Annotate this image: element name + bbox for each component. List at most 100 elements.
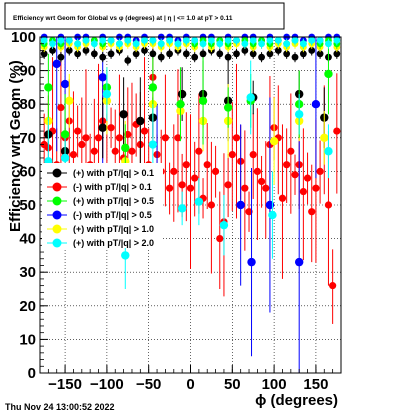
data-point: [287, 147, 295, 155]
title-box: [4, 2, 285, 30]
data-point: [177, 89, 187, 99]
legend-marker: [52, 182, 62, 192]
data-point: [176, 100, 185, 109]
data-point: [320, 133, 329, 142]
data-point: [249, 50, 257, 58]
x-tick-label: 0: [186, 376, 194, 393]
data-point: [266, 36, 274, 44]
series-group: [40, 36, 341, 289]
legend-marker: [52, 168, 62, 178]
y-tick-label: 40: [19, 231, 36, 248]
data-point: [115, 134, 124, 142]
data-point: [228, 151, 236, 159]
data-point: [182, 161, 190, 169]
data-point: [166, 36, 173, 44]
data-point: [291, 36, 299, 44]
y-tick-label: 20: [19, 298, 36, 315]
data-point: [236, 200, 245, 210]
data-point: [174, 40, 182, 48]
legend-label: (-) with pT/|q| > 0.1: [73, 182, 152, 192]
data-point: [241, 184, 249, 192]
data-point: [119, 110, 128, 119]
data-point: [268, 210, 277, 220]
data-point: [170, 167, 178, 175]
legend-marker: [52, 238, 62, 248]
data-point: [249, 36, 257, 44]
data-point: [178, 181, 186, 189]
data-point: [132, 50, 140, 58]
x-tick-label: −100: [90, 376, 124, 393]
data-point: [57, 36, 65, 44]
data-point: [111, 147, 119, 155]
data-point: [148, 83, 158, 92]
data-point: [98, 73, 107, 82]
data-point: [102, 89, 112, 99]
data-point: [60, 79, 70, 89]
data-point: [262, 184, 270, 192]
data-point: [283, 50, 291, 58]
data-point: [82, 36, 90, 44]
data-point: [219, 220, 229, 230]
data-point: [224, 181, 232, 189]
data-point: [140, 127, 149, 135]
data-point: [333, 127, 341, 135]
data-point: [128, 147, 136, 155]
series-group: [40, 45, 341, 175]
data-point: [245, 208, 253, 216]
y-tick-label: 30: [19, 264, 36, 281]
data-point: [194, 197, 204, 206]
data-point: [216, 40, 224, 48]
data-point: [60, 153, 70, 163]
x-axis-title: ϕ (degrees): [255, 392, 338, 409]
data-point: [291, 53, 299, 61]
data-point: [324, 69, 333, 79]
data-point: [166, 50, 173, 58]
data-point: [99, 53, 107, 61]
legend: (+) with pT/|q| > 0.1 (-) with pT/|q| > 0…: [42, 163, 163, 248]
data-point: [223, 103, 233, 112]
data-point: [132, 40, 140, 48]
axis-ticks: −150 −100 −50 0 50 100 150 0 10 20 30 40 50 60 70 80 90 1…: [11, 29, 342, 393]
data-point: [52, 59, 61, 69]
data-point: [157, 53, 165, 61]
data-point: [283, 40, 291, 48]
data-point: [98, 123, 107, 132]
data-point: [40, 36, 48, 44]
data-point: [149, 50, 157, 58]
data-point: [325, 40, 332, 48]
data-point: [121, 143, 130, 153]
data-point: [44, 83, 53, 92]
data-point: [69, 151, 78, 159]
data-point: [177, 204, 187, 213]
data-point: [233, 36, 240, 44]
data-point: [249, 151, 257, 159]
legend-label: (+) with pT/|q| > 0.1: [73, 168, 154, 178]
data-point: [324, 147, 333, 156]
data-point: [60, 130, 70, 139]
data-point: [329, 282, 337, 290]
legend-marker: [52, 224, 62, 234]
data-point: [141, 47, 148, 54]
data-point: [299, 50, 307, 58]
x-tick-label: −50: [136, 376, 161, 393]
data-point: [141, 36, 148, 44]
legend-label: (+) with pT/|q| > 2.0: [73, 238, 154, 248]
data-point: [136, 116, 145, 126]
data-point: [191, 36, 199, 44]
data-point: [269, 136, 279, 146]
data-point: [148, 140, 158, 149]
data-point: [316, 36, 324, 44]
data-point: [253, 167, 261, 175]
data-point: [324, 201, 333, 209]
x-tick-label: 50: [224, 376, 241, 393]
data-point: [258, 53, 265, 61]
data-point: [121, 251, 130, 260]
data-point: [241, 47, 249, 54]
data-point: [49, 40, 56, 48]
data-point: [174, 134, 182, 142]
data-point: [74, 40, 82, 48]
legend-label: (+) with pT/|q| > 0.5: [73, 196, 154, 206]
data-point: [94, 134, 103, 142]
data-point: [294, 110, 304, 119]
data-point: [308, 208, 316, 216]
